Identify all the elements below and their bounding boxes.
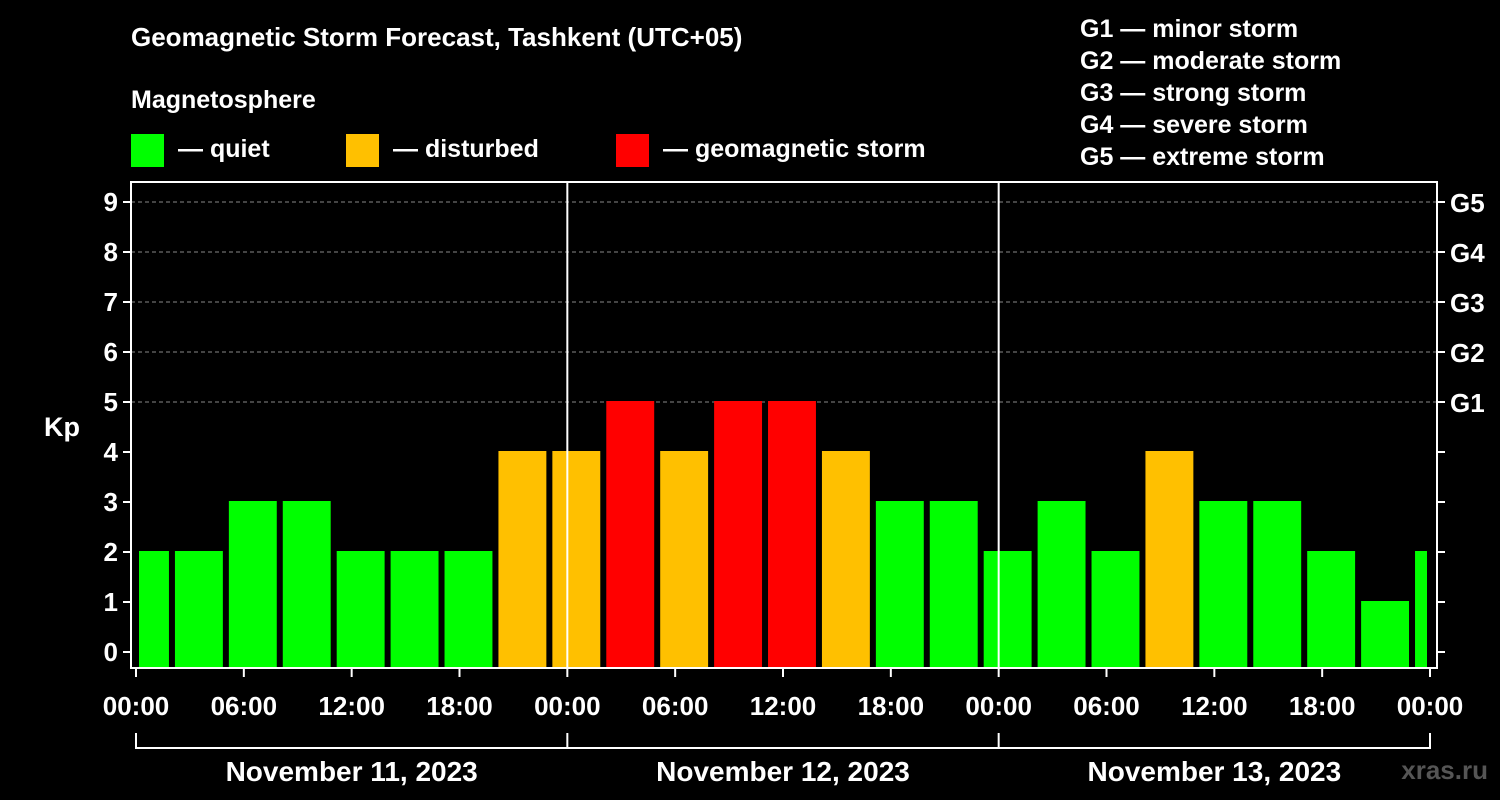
date-label-2: November 13, 2023 xyxy=(1087,756,1341,787)
x-tick-label-5: 06:00 xyxy=(642,691,709,721)
legend-swatch-storm xyxy=(616,134,649,167)
x-tick-label-11: 18:00 xyxy=(1289,691,1356,721)
bar-24 xyxy=(1415,551,1427,668)
y-axis-label: Kp xyxy=(44,412,80,442)
bar-17 xyxy=(1037,501,1086,668)
g-level-label-g5: G5 xyxy=(1450,188,1485,218)
y-tick-label-7: 7 xyxy=(104,287,118,317)
bar-3 xyxy=(282,501,331,668)
bar-12 xyxy=(768,401,816,668)
bar-6 xyxy=(444,551,493,668)
bar-11 xyxy=(714,401,763,668)
y-tick-label-2: 2 xyxy=(104,537,118,567)
bar-7 xyxy=(498,451,547,668)
y-tick-label-3: 3 xyxy=(104,487,118,517)
bar-14 xyxy=(875,501,924,668)
g-level-label-g2: G2 xyxy=(1450,338,1485,368)
x-tick-label-8: 00:00 xyxy=(965,691,1032,721)
x-tick-label-7: 18:00 xyxy=(858,691,925,721)
g-level-label-g3: G3 xyxy=(1450,288,1485,318)
date-label-0: November 11, 2023 xyxy=(226,756,478,787)
legend-swatch-quiet xyxy=(131,134,164,167)
bar-1 xyxy=(174,551,223,668)
g-legend-g3: G3 — strong storm xyxy=(1080,79,1307,107)
y-tick-label-4: 4 xyxy=(104,437,119,467)
bar-21 xyxy=(1253,501,1302,668)
bar-0 xyxy=(139,551,169,668)
legend-label-disturbed: — disturbed xyxy=(393,135,539,163)
bar-19 xyxy=(1145,451,1194,668)
bar-10 xyxy=(660,451,709,668)
x-tick-label-0: 00:00 xyxy=(103,691,170,721)
x-tick-label-1: 06:00 xyxy=(211,691,278,721)
legend-label-storm: — geomagnetic storm xyxy=(663,135,926,163)
bar-2 xyxy=(228,501,277,668)
x-tick-label-12: 00:00 xyxy=(1397,691,1464,721)
y-tick-label-0: 0 xyxy=(104,637,118,667)
watermark: xras.ru xyxy=(1401,755,1488,785)
bar-16 xyxy=(983,551,1032,668)
bar-20 xyxy=(1199,501,1248,668)
bar-8 xyxy=(552,451,601,668)
x-tick-label-6: 12:00 xyxy=(750,691,817,721)
x-tick-label-3: 18:00 xyxy=(426,691,493,721)
x-tick-label-9: 06:00 xyxy=(1073,691,1140,721)
x-tick-label-10: 12:00 xyxy=(1181,691,1248,721)
y-tick-label-1: 1 xyxy=(104,587,118,617)
g-level-label-g1: G1 xyxy=(1450,388,1485,418)
y-tick-label-5: 5 xyxy=(104,387,118,417)
legend-label-quiet: — quiet xyxy=(178,135,270,163)
chart-subtitle: Magnetosphere xyxy=(131,86,316,114)
bar-4 xyxy=(336,551,385,668)
x-tick-label-4: 00:00 xyxy=(534,691,601,721)
y-tick-label-6: 6 xyxy=(104,337,118,367)
bar-13 xyxy=(821,451,870,668)
g-legend-g5: G5 — extreme storm xyxy=(1080,143,1325,171)
chart-title: Geomagnetic Storm Forecast, Tashkent (UT… xyxy=(131,22,743,52)
bar-15 xyxy=(929,501,978,668)
bar-18 xyxy=(1091,551,1140,668)
legend-swatch-disturbed xyxy=(346,134,379,167)
bar-22 xyxy=(1307,551,1356,668)
bar-9 xyxy=(606,401,655,668)
date-label-1: November 12, 2023 xyxy=(656,756,910,787)
bar-5 xyxy=(390,551,439,668)
bar-23 xyxy=(1361,601,1410,668)
x-tick-label-2: 12:00 xyxy=(318,691,385,721)
g-level-label-g4: G4 xyxy=(1450,238,1485,268)
g-legend-g2: G2 — moderate storm xyxy=(1080,47,1342,75)
y-tick-label-9: 9 xyxy=(104,187,118,217)
g-legend-g4: G4 — severe storm xyxy=(1080,111,1308,139)
g-legend-g1: G1 — minor storm xyxy=(1080,15,1299,43)
y-tick-label-8: 8 xyxy=(104,237,118,267)
